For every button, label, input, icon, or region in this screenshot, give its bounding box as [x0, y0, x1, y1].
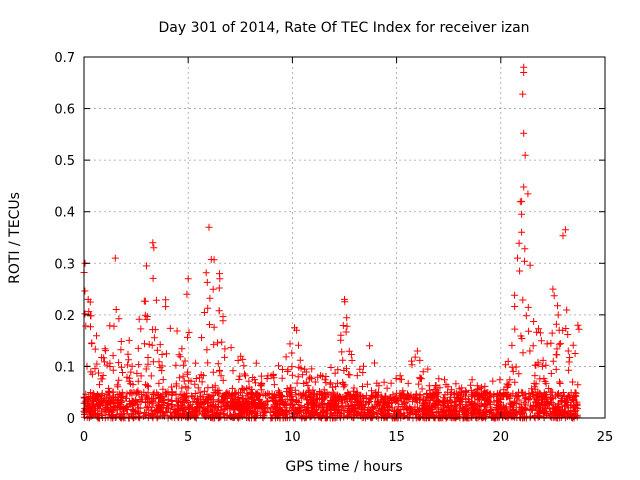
chart-title: Day 301 of 2014, Rate Of TEC Index for r…: [158, 20, 529, 36]
x-tick-label: 20: [493, 430, 510, 445]
y-axis-label: ROTI / TECUs: [7, 192, 23, 284]
plot-frame: [83, 56, 606, 419]
y-tick-label: 0.2: [54, 309, 75, 324]
y-tick-label: 0: [67, 412, 75, 427]
y-tick-label: 0.6: [54, 103, 75, 118]
y-tick-label: 0.1: [54, 360, 75, 375]
axis-ticks: 0 5 10 15 20 25 0 0.1 0.2 0.3 0.4 0.5 0.6 0.7: [54, 51, 613, 445]
x-axis-label: GPS time / hours: [285, 459, 402, 475]
y-tick-label: 0.3: [54, 257, 75, 272]
x-tick-label: 25: [597, 430, 614, 445]
x-tick-label: 15: [388, 430, 405, 445]
x-tick-label: 5: [184, 430, 192, 445]
y-tick-label: 0.7: [54, 51, 75, 66]
grid: [84, 57, 605, 418]
x-tick-label: 0: [80, 430, 88, 445]
y-tick-label: 0.5: [54, 154, 75, 169]
x-tick-label: 10: [284, 430, 301, 445]
y-tick-label: 0.4: [54, 206, 75, 221]
